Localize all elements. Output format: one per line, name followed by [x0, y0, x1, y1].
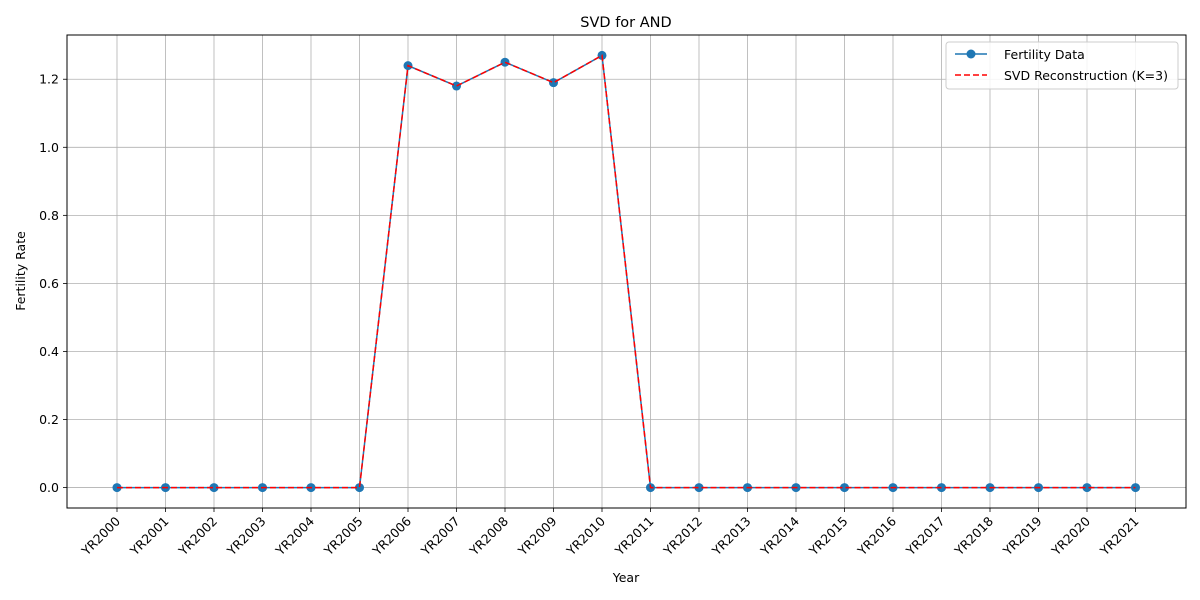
data-point-fertility-data [694, 483, 704, 493]
y-axis-ticks: 0.0 0.2 0.4 0.6 0.8 1.0 1.2 [39, 72, 67, 495]
y-tick-label: 0.0 [39, 480, 59, 495]
data-point-fertility-data [937, 483, 946, 493]
data-point-fertility-data [500, 57, 510, 67]
y-tick-label: 1.0 [39, 140, 59, 155]
y-tick-label: 0.6 [39, 276, 59, 291]
y-tick-label: 0.2 [39, 412, 59, 427]
data-point-fertility-data [1082, 483, 1092, 493]
data-point-fertility-data [355, 483, 364, 493]
chart-title: SVD for AND [580, 15, 671, 31]
data-point-fertility-data [209, 483, 219, 493]
y-axis-label: Fertility Rate [13, 231, 28, 311]
plot-area-frame [66, 34, 1187, 509]
data-point-fertility-data [840, 483, 849, 493]
grid [67, 35, 1186, 508]
x-axis-label: Year [612, 570, 640, 585]
data-point-fertility-data [452, 81, 461, 91]
legend-label-fertility-data: Fertility Data [1004, 47, 1085, 62]
data-point-fertility-data [549, 78, 558, 88]
series-line-svd-reconstruction [117, 54, 1136, 489]
legend-label-svd-reconstruction: SVD Reconstruction (K=3) [1004, 68, 1168, 83]
series-lines [112, 50, 1140, 493]
legend: Fertility Data SVD Reconstruction (K=3) [945, 41, 1179, 90]
legend-box [945, 41, 1179, 90]
y-tick-label: 0.8 [39, 208, 59, 223]
legend-marker-fertility-data [966, 49, 976, 59]
y-tick-label: 0.4 [39, 344, 59, 359]
y-tick-label: 1.2 [39, 72, 59, 87]
